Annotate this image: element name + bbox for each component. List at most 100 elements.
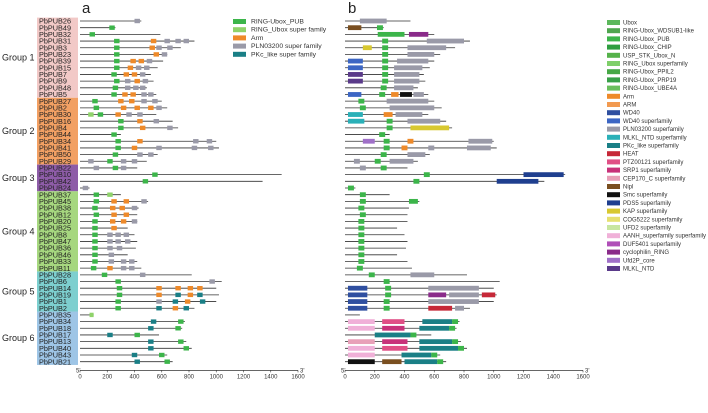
gene-label: PbPUB38: [39, 204, 71, 213]
gene-label: PbPUB6: [39, 277, 67, 286]
panel-b-label: b: [348, 0, 356, 17]
gene-label: PbPUB27: [39, 97, 71, 106]
protein-domain: [123, 199, 130, 204]
protein-domain: [139, 272, 146, 278]
protein-domain: [382, 319, 405, 324]
protein-domain: [175, 326, 181, 331]
protein-domain: [148, 105, 154, 111]
protein-domain: [175, 286, 181, 291]
protein-domain: [150, 38, 157, 44]
gene-label: PbPUB41: [39, 144, 71, 153]
legend-label: Ufd2P_core: [623, 258, 655, 264]
scale-tick-label: 1000: [487, 374, 501, 380]
group-label: Group 1: [2, 53, 35, 63]
protein-domain: [347, 92, 362, 97]
legend-label: UFD2 superfamily: [623, 226, 671, 232]
protein-domain: [156, 292, 162, 298]
protein-domain: [191, 145, 198, 151]
protein-domain: [410, 332, 417, 338]
protein-domain: [148, 346, 154, 351]
protein-domain: [114, 65, 120, 70]
protein-domain: [419, 325, 450, 331]
protein-domain: [358, 98, 365, 104]
protein-domain: [123, 232, 130, 237]
legend-swatch: [607, 134, 620, 140]
protein-domain: [382, 78, 389, 84]
gene-label: PbPUB32: [39, 30, 71, 39]
protein-domain: [359, 165, 366, 171]
protein-domain: [115, 239, 121, 244]
protein-domain: [148, 326, 154, 331]
protein-domain: [141, 98, 147, 104]
protein-domain: [383, 279, 390, 284]
legend-swatch: [607, 85, 620, 91]
protein-domain: [347, 305, 368, 311]
gene-label: PbPUB7: [39, 70, 67, 79]
protein-domain: [141, 92, 147, 97]
protein-domain: [129, 259, 135, 264]
protein-domain: [407, 138, 414, 144]
protein-domain: [385, 292, 392, 298]
protein-domain: [175, 292, 181, 298]
gene-label: PbPUB20: [39, 217, 71, 226]
legend-label: MLKL_NTD: [623, 267, 655, 273]
protein-domain: [394, 78, 420, 84]
legend-swatch: [607, 208, 620, 214]
protein-domain: [92, 225, 98, 231]
protein-domain: [112, 85, 119, 90]
gene-label: PbPUB28: [39, 270, 71, 279]
protein-domain: [135, 65, 142, 70]
gene-label: PbPUB11: [39, 264, 71, 273]
protein-domain: [382, 72, 389, 77]
protein-domain: [122, 92, 128, 97]
legend-swatch: [607, 102, 620, 107]
legend-swatch: [607, 192, 620, 198]
protein-domain: [134, 105, 140, 111]
protein-domain: [118, 98, 124, 104]
protein-domain: [394, 85, 414, 91]
protein-domain: [114, 45, 120, 50]
protein-domain: [410, 272, 435, 278]
protein-domain: [92, 239, 98, 244]
gene-label: PbPUB49: [39, 23, 71, 32]
protein-domain: [408, 31, 429, 37]
legend-label: RING-Ubox_PRP19: [623, 78, 677, 84]
protein-domain: [111, 132, 117, 137]
gene-label: PbPUB10: [39, 170, 71, 179]
protein-domain: [137, 119, 143, 124]
scale-tick-label: 600: [429, 374, 440, 380]
protein-domain: [428, 305, 453, 311]
protein-domain: [172, 299, 179, 304]
protein-domain: [90, 265, 97, 271]
scale-tick-label: 200: [102, 374, 113, 380]
protein-domain: [358, 219, 365, 224]
protein-domain: [156, 105, 162, 111]
protein-domain: [114, 52, 120, 57]
group-label: Group 4: [2, 226, 35, 236]
protein-domain: [93, 105, 100, 111]
protein-domain: [92, 245, 98, 251]
protein-domain: [161, 52, 168, 57]
group-box: [37, 97, 78, 165]
protein-domain: [92, 252, 98, 257]
protein-domain: [401, 145, 408, 151]
legend-swatch: [607, 266, 620, 271]
protein-domain: [379, 92, 386, 97]
protein-domain: [379, 132, 386, 137]
protein-domain: [93, 165, 100, 171]
protein-domain: [397, 58, 429, 64]
protein-domain: [383, 145, 390, 151]
protein-domain: [385, 285, 392, 291]
gene-label: PbPUB9: [39, 77, 67, 86]
protein-domain: [178, 319, 184, 324]
protein-domain: [107, 332, 113, 338]
protein-domain: [120, 105, 127, 111]
scale-tick-label: 1600: [576, 374, 590, 380]
protein-domain: [120, 265, 127, 271]
protein-domain: [156, 299, 162, 304]
protein-domain: [408, 198, 418, 204]
legend-swatch: [607, 36, 620, 42]
protein-domain: [183, 306, 189, 311]
gene-label: PbPUB22: [39, 164, 71, 173]
gene-label: PbPUB25: [39, 224, 71, 233]
